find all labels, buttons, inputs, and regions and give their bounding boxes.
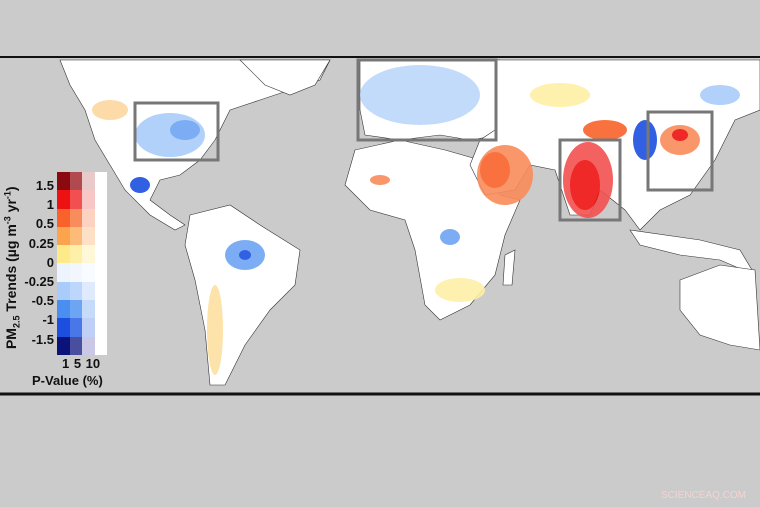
- legend-swatch: [94, 190, 107, 209]
- legend-swatch: [82, 263, 95, 282]
- legend-color-grid: [57, 172, 107, 355]
- legend-swatch: [82, 172, 95, 191]
- legend-swatch: [94, 172, 107, 191]
- legend-swatch: [57, 208, 70, 227]
- legend-tick: 0.25: [28, 235, 54, 251]
- south-america: [184, 204, 301, 386]
- legend-swatch: [57, 318, 70, 337]
- legend-tick: -0.25: [24, 274, 54, 289]
- legend-swatch: [94, 245, 107, 264]
- legend-tick: -0.5: [31, 293, 54, 309]
- legend-tick: -1.5: [31, 331, 54, 347]
- legend-swatch: [94, 300, 107, 319]
- legend-swatch: [94, 318, 107, 337]
- legend-swatch: [69, 226, 82, 246]
- legend-swatch: [94, 208, 107, 227]
- box-europe: [356, 58, 498, 142]
- pvalue-ticks: 1 5 10: [62, 356, 101, 371]
- legend-swatch: [69, 245, 82, 264]
- legend-swatch: [69, 190, 82, 209]
- legend-swatch: [57, 245, 70, 264]
- legend-swatch: [69, 318, 82, 337]
- box-eastern-us: [133, 101, 220, 162]
- pvalue-label: P-Value (%): [32, 373, 103, 388]
- box-india: [558, 138, 622, 222]
- legend-swatch: [82, 336, 95, 355]
- legend-swatch: [57, 263, 70, 282]
- legend-tick: 0.5: [35, 216, 54, 232]
- legend-swatch: [82, 190, 95, 209]
- legend-swatch: [69, 208, 82, 227]
- legend-tick: 0: [46, 254, 54, 270]
- greenland: [239, 59, 331, 96]
- legend-swatch: [82, 281, 95, 301]
- legend-tick: -1: [42, 312, 54, 328]
- legend-swatch: [94, 226, 107, 246]
- focus-boxes: [133, 58, 714, 222]
- legend-swatch: [69, 336, 82, 355]
- legend-swatch: [94, 336, 107, 355]
- madagascar: [502, 249, 516, 286]
- legend-swatch: [82, 245, 95, 264]
- legend-swatch: [82, 226, 95, 246]
- legend-swatch: [69, 172, 82, 191]
- legend-swatch: [69, 300, 82, 319]
- legend-swatch: [69, 263, 82, 282]
- legend-tick: 1: [46, 197, 54, 213]
- watermark: SCIENCEAQ.COM: [660, 490, 746, 501]
- legend-swatch: [69, 281, 82, 301]
- legend-swatch: [57, 190, 70, 209]
- legend-swatch: [57, 172, 70, 191]
- legend-swatch: [94, 281, 107, 301]
- legend-swatch: [57, 281, 70, 301]
- legend-swatch: [57, 300, 70, 319]
- legend-swatch: [94, 263, 107, 282]
- legend-swatch: [57, 226, 70, 246]
- legend-swatch: [82, 208, 95, 227]
- australia: [679, 264, 760, 351]
- legend-tick: 1.5: [35, 178, 54, 193]
- box-china: [646, 110, 714, 192]
- legend-swatch: [82, 300, 95, 319]
- legend-swatch: [57, 336, 70, 355]
- trend-blobs: [92, 65, 740, 375]
- legend-swatch: [82, 318, 95, 337]
